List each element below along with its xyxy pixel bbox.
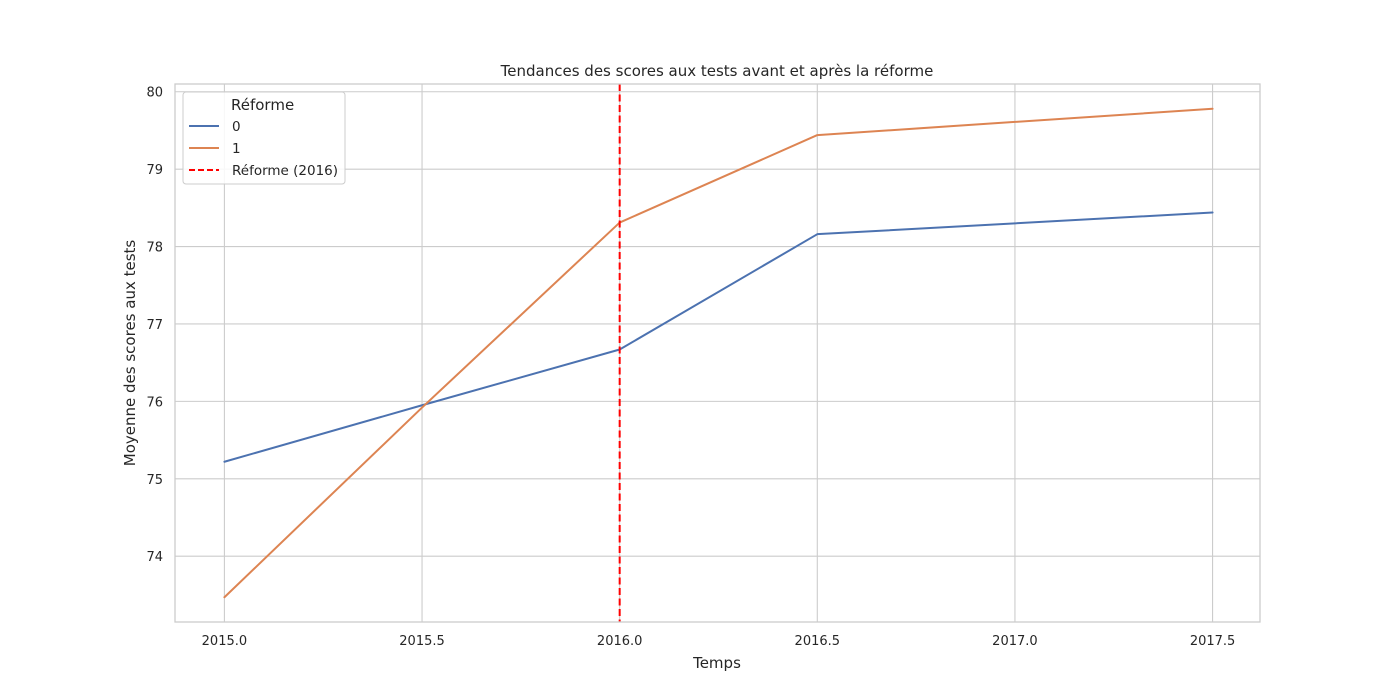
y-tick-label: 80 (146, 86, 163, 101)
x-tick-label: 2016.5 (795, 634, 841, 649)
legend-label-reform-vline: Réforme (2016) (232, 163, 338, 179)
series-line-1 (223, 107, 1214, 599)
legend-title: Réforme (231, 96, 294, 114)
y-axis-label: Moyenne des scores aux tests (121, 240, 139, 467)
x-tick-label: 2015.5 (399, 634, 445, 649)
x-tick-label: 2017.5 (1190, 634, 1236, 649)
y-tick-label: 79 (146, 163, 163, 178)
legend: Réforme 0 1 Réforme (2016) (182, 91, 346, 185)
plot-area-frame (174, 83, 1261, 623)
series-lines (223, 107, 1214, 599)
y-tick-label: 78 (146, 241, 163, 256)
chart-title: Tendances des scores aux tests avant et … (500, 62, 934, 80)
x-gridlines (223, 84, 1214, 622)
x-axis-label: Temps (692, 654, 741, 672)
x-tick-label: 2015.0 (202, 634, 248, 649)
x-tick-label: 2017.0 (992, 634, 1038, 649)
x-tick-labels: 2015.0 2015.5 2016.0 2016.5 2017.0 2017.5 (202, 634, 1236, 649)
legend-label-series-1: 1 (232, 141, 241, 157)
x-tick-label: 2016.0 (597, 634, 643, 649)
y-gridlines (175, 91, 1260, 557)
y-tick-labels: 74 75 76 77 78 79 80 (146, 86, 163, 565)
legend-box (182, 91, 346, 185)
y-tick-label: 75 (146, 473, 163, 488)
y-tick-label: 74 (146, 550, 163, 565)
series-line-0 (223, 211, 1214, 463)
y-tick-label: 77 (146, 318, 163, 333)
legend-label-series-0: 0 (232, 119, 241, 135)
y-tick-label: 76 (146, 395, 163, 410)
